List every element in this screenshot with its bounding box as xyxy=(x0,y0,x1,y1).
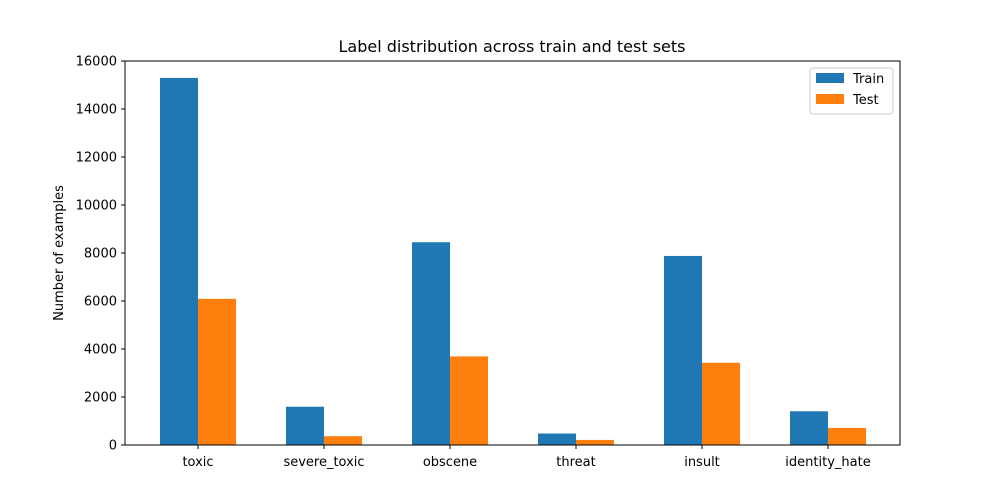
bar-train-threat xyxy=(538,433,576,445)
x-tick-label: threat xyxy=(556,455,595,470)
axis-ticks: toxic severe_toxic obscene threat insult iden… xyxy=(76,55,871,471)
y-tick-label: 6000 xyxy=(84,295,117,310)
bar-test-severe-toxic xyxy=(324,436,362,445)
bar-train-severe-toxic xyxy=(286,406,324,445)
bar-train-toxic xyxy=(160,77,198,445)
bar-train-insult xyxy=(664,255,702,445)
legend-swatch-test xyxy=(816,94,844,104)
y-tick-label: 8000 xyxy=(84,247,117,262)
y-tick-label: 0 xyxy=(109,439,117,454)
y-tick-label: 4000 xyxy=(84,343,117,358)
x-tick-label: severe_toxic xyxy=(283,455,364,470)
bar-test-toxic xyxy=(198,298,236,445)
y-tick-label: 12000 xyxy=(76,151,117,166)
x-tick-label: identity_hate xyxy=(785,455,870,470)
bar-test-threat xyxy=(576,439,614,445)
bar-train-identity-hate xyxy=(790,411,828,445)
x-tick-label: toxic xyxy=(182,455,213,470)
bars xyxy=(160,77,866,445)
y-axis-label: Number of examples xyxy=(52,185,67,321)
x-tick-label: obscene xyxy=(423,455,477,470)
legend-label-test: Test xyxy=(852,93,879,108)
legend: Train Test xyxy=(809,67,894,115)
y-tick-label: 10000 xyxy=(76,199,117,214)
y-tick-label: 16000 xyxy=(76,55,117,70)
legend-swatch-train xyxy=(816,73,844,83)
bar-test-identity-hate xyxy=(828,427,866,445)
y-tick-label: 14000 xyxy=(76,103,117,118)
x-tick-label: insult xyxy=(684,455,720,470)
y-tick-label: 2000 xyxy=(84,391,117,406)
bar-test-obscene xyxy=(450,356,488,445)
bar-test-insult xyxy=(702,362,740,445)
bar-train-obscene xyxy=(412,242,450,445)
plot-frame xyxy=(124,60,901,446)
legend-label-train: Train xyxy=(852,72,884,87)
chart-title: Label distribution across train and test… xyxy=(338,37,685,56)
